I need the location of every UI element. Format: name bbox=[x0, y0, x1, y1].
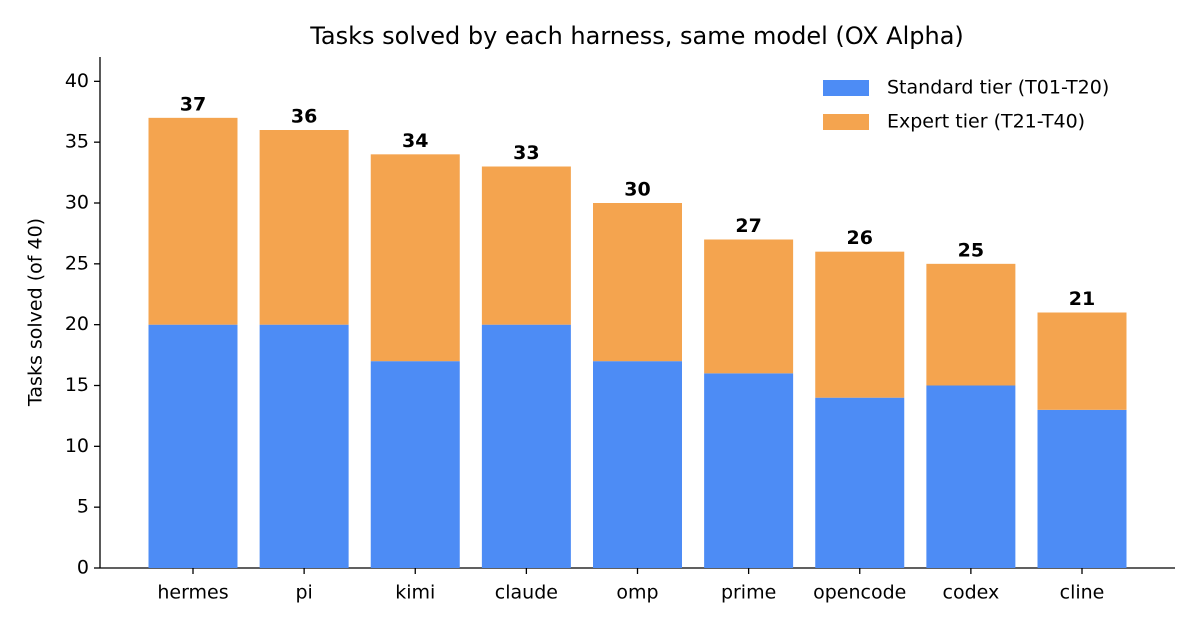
y-tick-label: 35 bbox=[65, 131, 89, 153]
total-label: 36 bbox=[291, 106, 317, 128]
bar-segment bbox=[815, 397, 905, 568]
y-tick-label: 25 bbox=[65, 252, 89, 274]
total-label: 30 bbox=[624, 179, 650, 201]
y-tick-label: 0 bbox=[77, 557, 89, 579]
total-label: 37 bbox=[180, 93, 206, 115]
bar-segment bbox=[704, 373, 794, 568]
y-axis-label: Tasks solved (of 40) bbox=[25, 218, 47, 407]
bar-segment bbox=[370, 361, 460, 568]
bar-segment bbox=[259, 130, 349, 325]
y-tick-label: 15 bbox=[65, 374, 89, 396]
y-tick-label: 30 bbox=[65, 192, 89, 214]
bar-segment bbox=[926, 263, 1016, 386]
x-tick-label: omp bbox=[616, 582, 658, 604]
bar-segment bbox=[370, 154, 460, 362]
x-tick-label: claude bbox=[495, 582, 558, 604]
bar-segment bbox=[1037, 409, 1127, 568]
total-label: 25 bbox=[958, 239, 984, 261]
total-label: 34 bbox=[402, 130, 428, 152]
legend-label: Standard tier (T01-T20) bbox=[887, 77, 1109, 99]
total-label: 26 bbox=[847, 227, 873, 249]
total-label: 27 bbox=[735, 215, 761, 237]
bar-segment bbox=[593, 361, 682, 568]
bar-segment bbox=[148, 324, 238, 568]
x-tick-label: opencode bbox=[813, 582, 906, 604]
x-tick-label: prime bbox=[721, 582, 776, 604]
bar-segment bbox=[593, 203, 682, 362]
y-tick-label: 5 bbox=[77, 496, 89, 518]
bar-segment bbox=[704, 239, 794, 374]
bar-segment bbox=[148, 117, 238, 325]
y-tick-label: 20 bbox=[65, 313, 89, 335]
bar-segment bbox=[481, 324, 571, 568]
legend-swatch bbox=[823, 114, 869, 130]
y-tick-label: 40 bbox=[65, 70, 89, 92]
bar-segment bbox=[926, 385, 1016, 568]
x-tick-label: pi bbox=[295, 582, 312, 604]
bar-segment bbox=[1037, 312, 1127, 410]
x-tick-label: cline bbox=[1060, 582, 1105, 604]
x-tick-label: hermes bbox=[157, 582, 228, 604]
x-tick-label: kimi bbox=[395, 582, 435, 604]
bar-segment bbox=[815, 251, 905, 398]
x-tick-label: codex bbox=[943, 582, 1000, 604]
legend-label: Expert tier (T21-T40) bbox=[887, 111, 1085, 133]
chart-title: Tasks solved by each harness, same model… bbox=[309, 22, 964, 50]
legend-swatch bbox=[823, 80, 869, 96]
y-tick-label: 10 bbox=[65, 435, 89, 457]
bar-segment bbox=[259, 324, 349, 568]
bar-segment bbox=[481, 166, 571, 325]
total-label: 21 bbox=[1069, 288, 1095, 310]
total-label: 33 bbox=[513, 142, 539, 164]
